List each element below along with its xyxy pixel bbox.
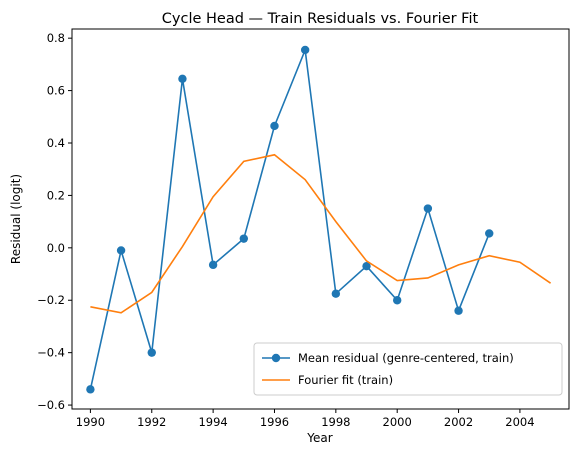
data-point (485, 229, 494, 238)
data-point (423, 204, 433, 213)
series-line-1 (90, 153, 552, 314)
legend-box (253, 342, 563, 396)
plot-frame (71, 28, 570, 410)
legend-label: Mean residual (genre-centered, train) (298, 351, 514, 365)
y-tick-label: −0.2 (37, 293, 65, 307)
data-point (239, 234, 249, 243)
x-tick-label: 2000 (383, 415, 412, 429)
data-point (116, 246, 126, 255)
y-tick-label: 0.6 (47, 84, 65, 98)
y-axis-label: Residual (logit) (9, 174, 23, 264)
x-tick-label: 1996 (260, 415, 289, 429)
x-axis-label: Year (306, 431, 332, 445)
y-tick-label: −0.6 (37, 398, 65, 412)
data-point (454, 306, 463, 315)
data-point (208, 260, 218, 270)
x-tick-label: 2004 (505, 415, 534, 429)
x-tick-label: 1990 (76, 415, 105, 429)
data-point (178, 74, 187, 83)
data-point (147, 348, 156, 357)
legend-label: Fourier fit (train) (298, 373, 393, 387)
x-tick-label: 1992 (137, 415, 166, 429)
y-tick-label: 0.0 (47, 241, 65, 255)
chart-title: Cycle Head — Train Residuals vs. Fourier… (162, 11, 479, 27)
data-point (362, 261, 371, 271)
y-tick-label: 0.2 (47, 188, 65, 202)
data-point (86, 385, 95, 394)
y-tick-label: 0.4 (47, 136, 65, 150)
y-tick-label: 0.8 (47, 31, 65, 45)
data-point (270, 121, 279, 131)
y-tick-label: −0.4 (37, 346, 65, 360)
data-point (392, 296, 402, 305)
x-tick-label: 2002 (444, 415, 473, 429)
x-tick-label: 1994 (198, 415, 227, 429)
data-point (331, 289, 341, 298)
data-point (300, 45, 310, 55)
legend-swatch-marker (271, 353, 281, 363)
series-line-0 (89, 46, 490, 390)
x-tick-label: 1998 (321, 415, 350, 429)
